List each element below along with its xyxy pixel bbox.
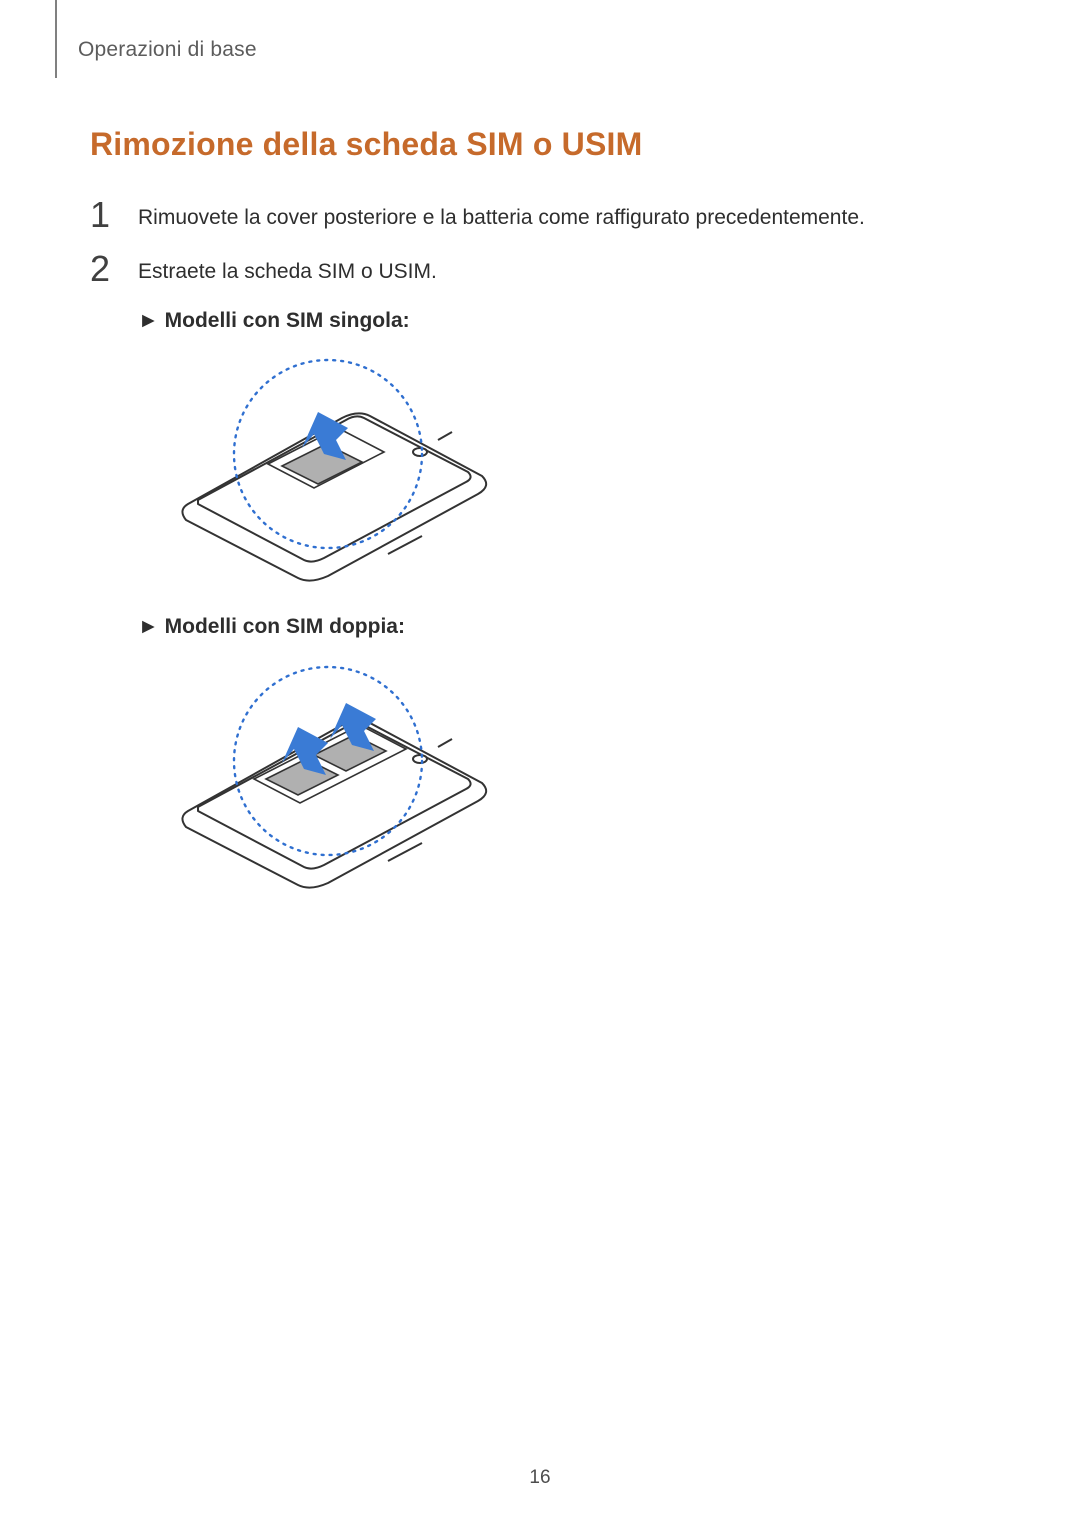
- step-2: 2 Estraete la scheda SIM o USIM. Modelli…: [90, 251, 990, 918]
- step-number: 1: [90, 197, 114, 233]
- header-rule: [55, 0, 57, 78]
- page: Operazioni di base Rimozione della sched…: [0, 0, 1080, 1527]
- step-text: Estraete la scheda SIM o USIM.: [138, 257, 498, 287]
- figure-single-sim: [138, 354, 498, 584]
- sublabel-single-sim: Modelli con SIM singola:: [138, 306, 498, 336]
- breadcrumb: Operazioni di base: [78, 38, 990, 62]
- step-number: 2: [90, 251, 114, 287]
- single-sim-illustration: [138, 354, 498, 584]
- steps-list: 1 Rimuovete la cover posteriore e la bat…: [90, 197, 990, 919]
- dual-sim-illustration: [138, 661, 498, 891]
- step-text: Rimuovete la cover posteriore e la batte…: [138, 197, 865, 233]
- sublabel-dual-sim: Modelli con SIM doppia:: [138, 612, 498, 642]
- figure-dual-sim: [138, 661, 498, 891]
- step-1: 1 Rimuovete la cover posteriore e la bat…: [90, 197, 990, 233]
- section-title: Rimozione della scheda SIM o USIM: [90, 126, 990, 163]
- step-body: Estraete la scheda SIM o USIM. Modelli c…: [138, 251, 498, 918]
- page-number: 16: [0, 1467, 1080, 1489]
